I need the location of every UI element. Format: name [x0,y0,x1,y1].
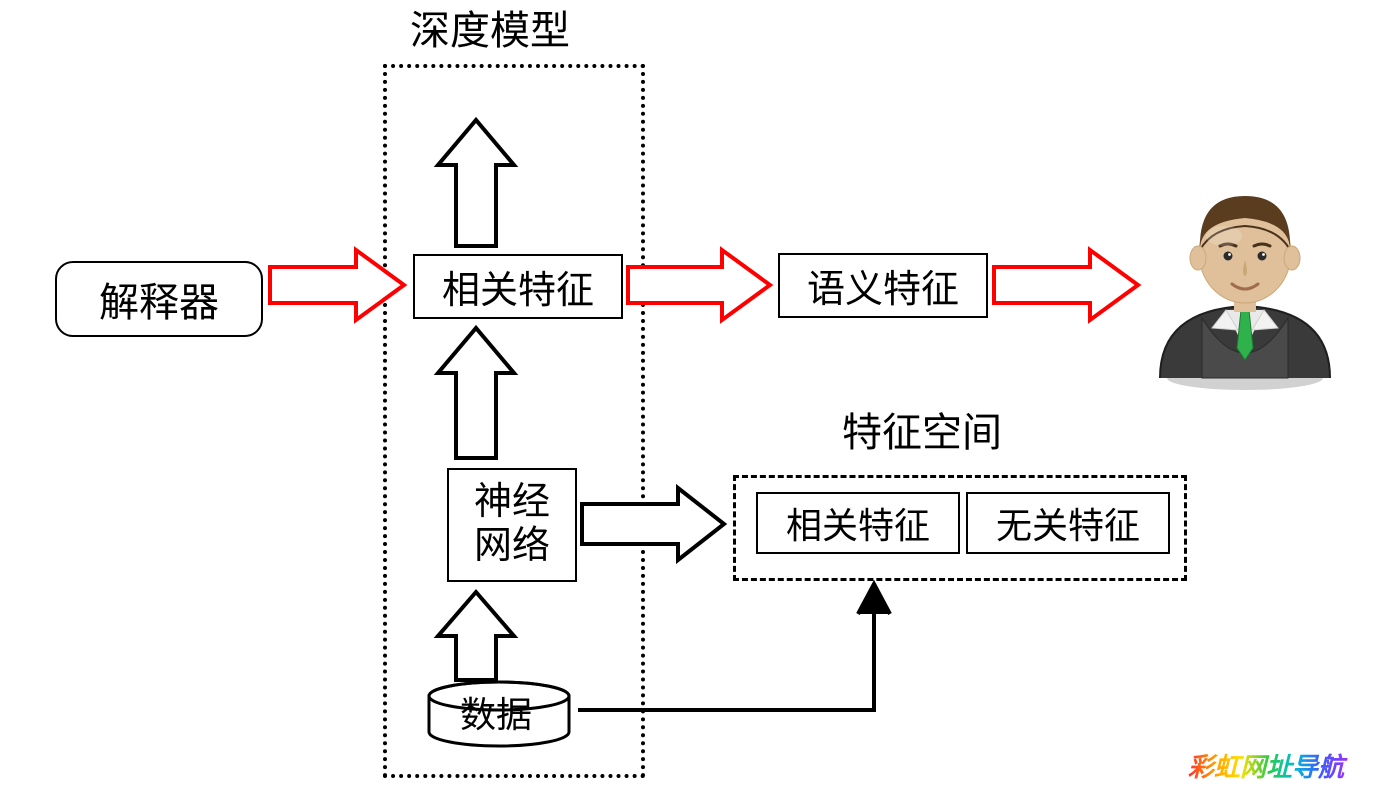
watermark: 彩虹网址导航 [1188,748,1378,785]
unrelated-feature-node: 无关特征 [966,492,1170,554]
related-feature-node: 相关特征 [413,254,623,319]
arrows-overlay [0,0,1378,785]
semantic-feature-node: 语义特征 [778,253,988,318]
data-cylinder-label: 数据 [460,694,532,735]
interpreter-label: 解释器 [99,270,219,328]
related-feature-label: 相关特征 [442,259,594,314]
feature-space-title: 特征空间 [842,410,1002,456]
interpreter-node: 解释器 [55,261,263,337]
deep-model-title: 深度模型 [410,8,570,54]
neural-network-label: 神经 网络 [474,481,550,568]
arrow-semantic-to-person [994,250,1138,320]
watermark-text: 彩虹网址导航 [1188,752,1348,782]
deep-model-container [383,64,645,778]
neural-network-node: 神经 网络 [447,468,577,582]
unrelated-feature-label: 无关特征 [996,497,1140,549]
semantic-feature-label: 语义特征 [807,258,959,313]
diagram-stage: 深度模型 特征空间 解释器 相关特征 语义特征 神经 网络 相关特征 无关特征 … [0,0,1378,785]
person-icon [1140,178,1350,392]
related-feature2-node: 相关特征 [756,492,960,554]
related-feature2-label: 相关特征 [786,497,930,549]
arrow-related-to-semantic [628,250,770,320]
